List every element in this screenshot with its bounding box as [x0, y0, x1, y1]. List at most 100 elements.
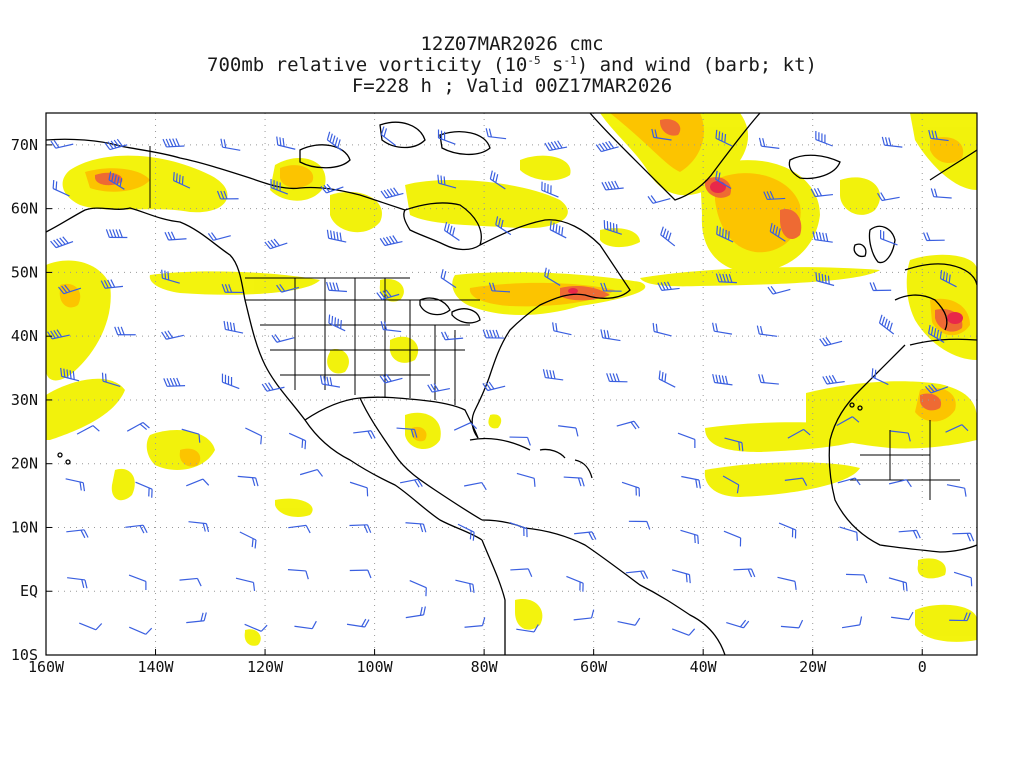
x-tick-label: 40W: [690, 658, 718, 676]
wind-barb: [172, 171, 191, 189]
wind-barb: [376, 289, 400, 301]
wind-barb: [952, 532, 975, 542]
wind-barb: [837, 477, 861, 486]
y-tick-label: 20N: [11, 455, 38, 473]
wind-barb: [495, 216, 512, 236]
lat-lon-grid: [46, 113, 977, 655]
wind-barb: [549, 221, 567, 239]
title-field: 700mb relative vorticity (10-5 s-1) and …: [0, 55, 1024, 76]
wind-barb: [326, 131, 343, 152]
wind-barb: [621, 481, 640, 497]
wind-barb: [658, 370, 676, 388]
wind-barb: [671, 569, 691, 584]
wind-barb: [405, 606, 426, 619]
vorticity-shading: [46, 113, 977, 646]
wind-barb: [890, 430, 911, 442]
chart-title: 12Z07MAR2026 cmc 700mb relative vorticit…: [0, 34, 1024, 97]
wind-barb: [379, 373, 403, 384]
wind-barb: [928, 129, 949, 142]
y-tick-label: 60N: [11, 200, 38, 218]
title-valid-time: F=228 h ; Valid 00Z17MAR2026: [351, 75, 673, 97]
wind-barb: [922, 232, 945, 242]
wind-barb: [660, 226, 676, 247]
wind-barb: [767, 285, 791, 295]
wind-barb: [628, 520, 651, 530]
wind-barb: [723, 530, 742, 547]
wind-barb: [100, 279, 124, 289]
wind-barb: [939, 269, 957, 288]
wind-barb: [625, 570, 649, 580]
title-exponent-1: -5: [527, 54, 541, 67]
wind-barb: [563, 476, 585, 487]
x-tick-label: 100W: [357, 658, 394, 676]
wind-barb: [881, 136, 903, 148]
wind-barb: [128, 574, 147, 590]
wind-barb: [221, 373, 240, 390]
wind-barb: [573, 609, 595, 621]
wind-barb: [457, 523, 475, 541]
wind-barb: [443, 221, 460, 242]
wind-barb: [245, 427, 263, 445]
wind-barb: [558, 425, 579, 437]
wind-barb: [216, 190, 239, 200]
wind-barb: [482, 381, 506, 392]
wind-barb: [186, 478, 210, 487]
wind-barb: [489, 170, 506, 190]
wind-barb: [544, 140, 568, 152]
wind-barb: [945, 424, 969, 433]
x-tick-label: 120W: [247, 658, 284, 676]
wind-barb: [79, 622, 103, 631]
y-tick-label: 50N: [11, 263, 38, 281]
wind-barb: [135, 481, 153, 498]
wind-barb: [114, 326, 136, 336]
wind-barb: [380, 321, 402, 333]
wind-barb: [488, 282, 510, 293]
wind-barb: [812, 231, 833, 243]
wind-barb: [763, 191, 786, 201]
wind-barb: [400, 478, 423, 488]
wind-barb: [722, 475, 740, 494]
wind-barb: [76, 425, 100, 435]
vorticity-max: [568, 181, 963, 324]
wind-barb: [616, 420, 640, 430]
wind-barb: [287, 569, 309, 580]
wind-barb: [769, 222, 786, 242]
wind-barb: [888, 479, 912, 488]
wind-barb: [288, 524, 311, 534]
wind-barb: [516, 472, 536, 487]
wind-barb: [482, 329, 505, 339]
wind-barb: [188, 521, 210, 533]
wind-barb: [349, 524, 372, 534]
wind-barb: [453, 422, 478, 431]
wind-barb: [161, 330, 184, 340]
wind-barb: [724, 437, 744, 452]
wind-barb: [822, 374, 845, 385]
wind-barb: [128, 626, 153, 635]
wind-barb: [877, 192, 900, 202]
wind-barb: [379, 235, 403, 247]
wind-barb: [58, 284, 82, 295]
wind-barb: [220, 138, 241, 151]
wind-barb: [841, 616, 863, 629]
wind-barb: [726, 619, 750, 629]
wind-barb: [288, 432, 307, 450]
wind-barb: [326, 229, 347, 243]
wind-barb: [60, 367, 80, 382]
y-tick-label: 30N: [11, 391, 38, 409]
wind-barb: [603, 220, 622, 235]
wind-barb: [815, 272, 835, 287]
wind-barb: [711, 322, 733, 335]
wind-barb: [601, 180, 624, 191]
wind-barb: [50, 236, 74, 249]
wind-barb: [878, 314, 895, 335]
wind-barb: [239, 531, 257, 549]
wind-barb: [716, 225, 734, 243]
wind-barb: [787, 428, 811, 439]
wind-barb: [440, 331, 464, 341]
x-tick-label: 160W: [28, 658, 65, 676]
wind-barb: [179, 577, 202, 587]
wind-barb: [320, 183, 344, 194]
wind-barb: [380, 126, 397, 147]
wind-barb: [509, 522, 528, 538]
